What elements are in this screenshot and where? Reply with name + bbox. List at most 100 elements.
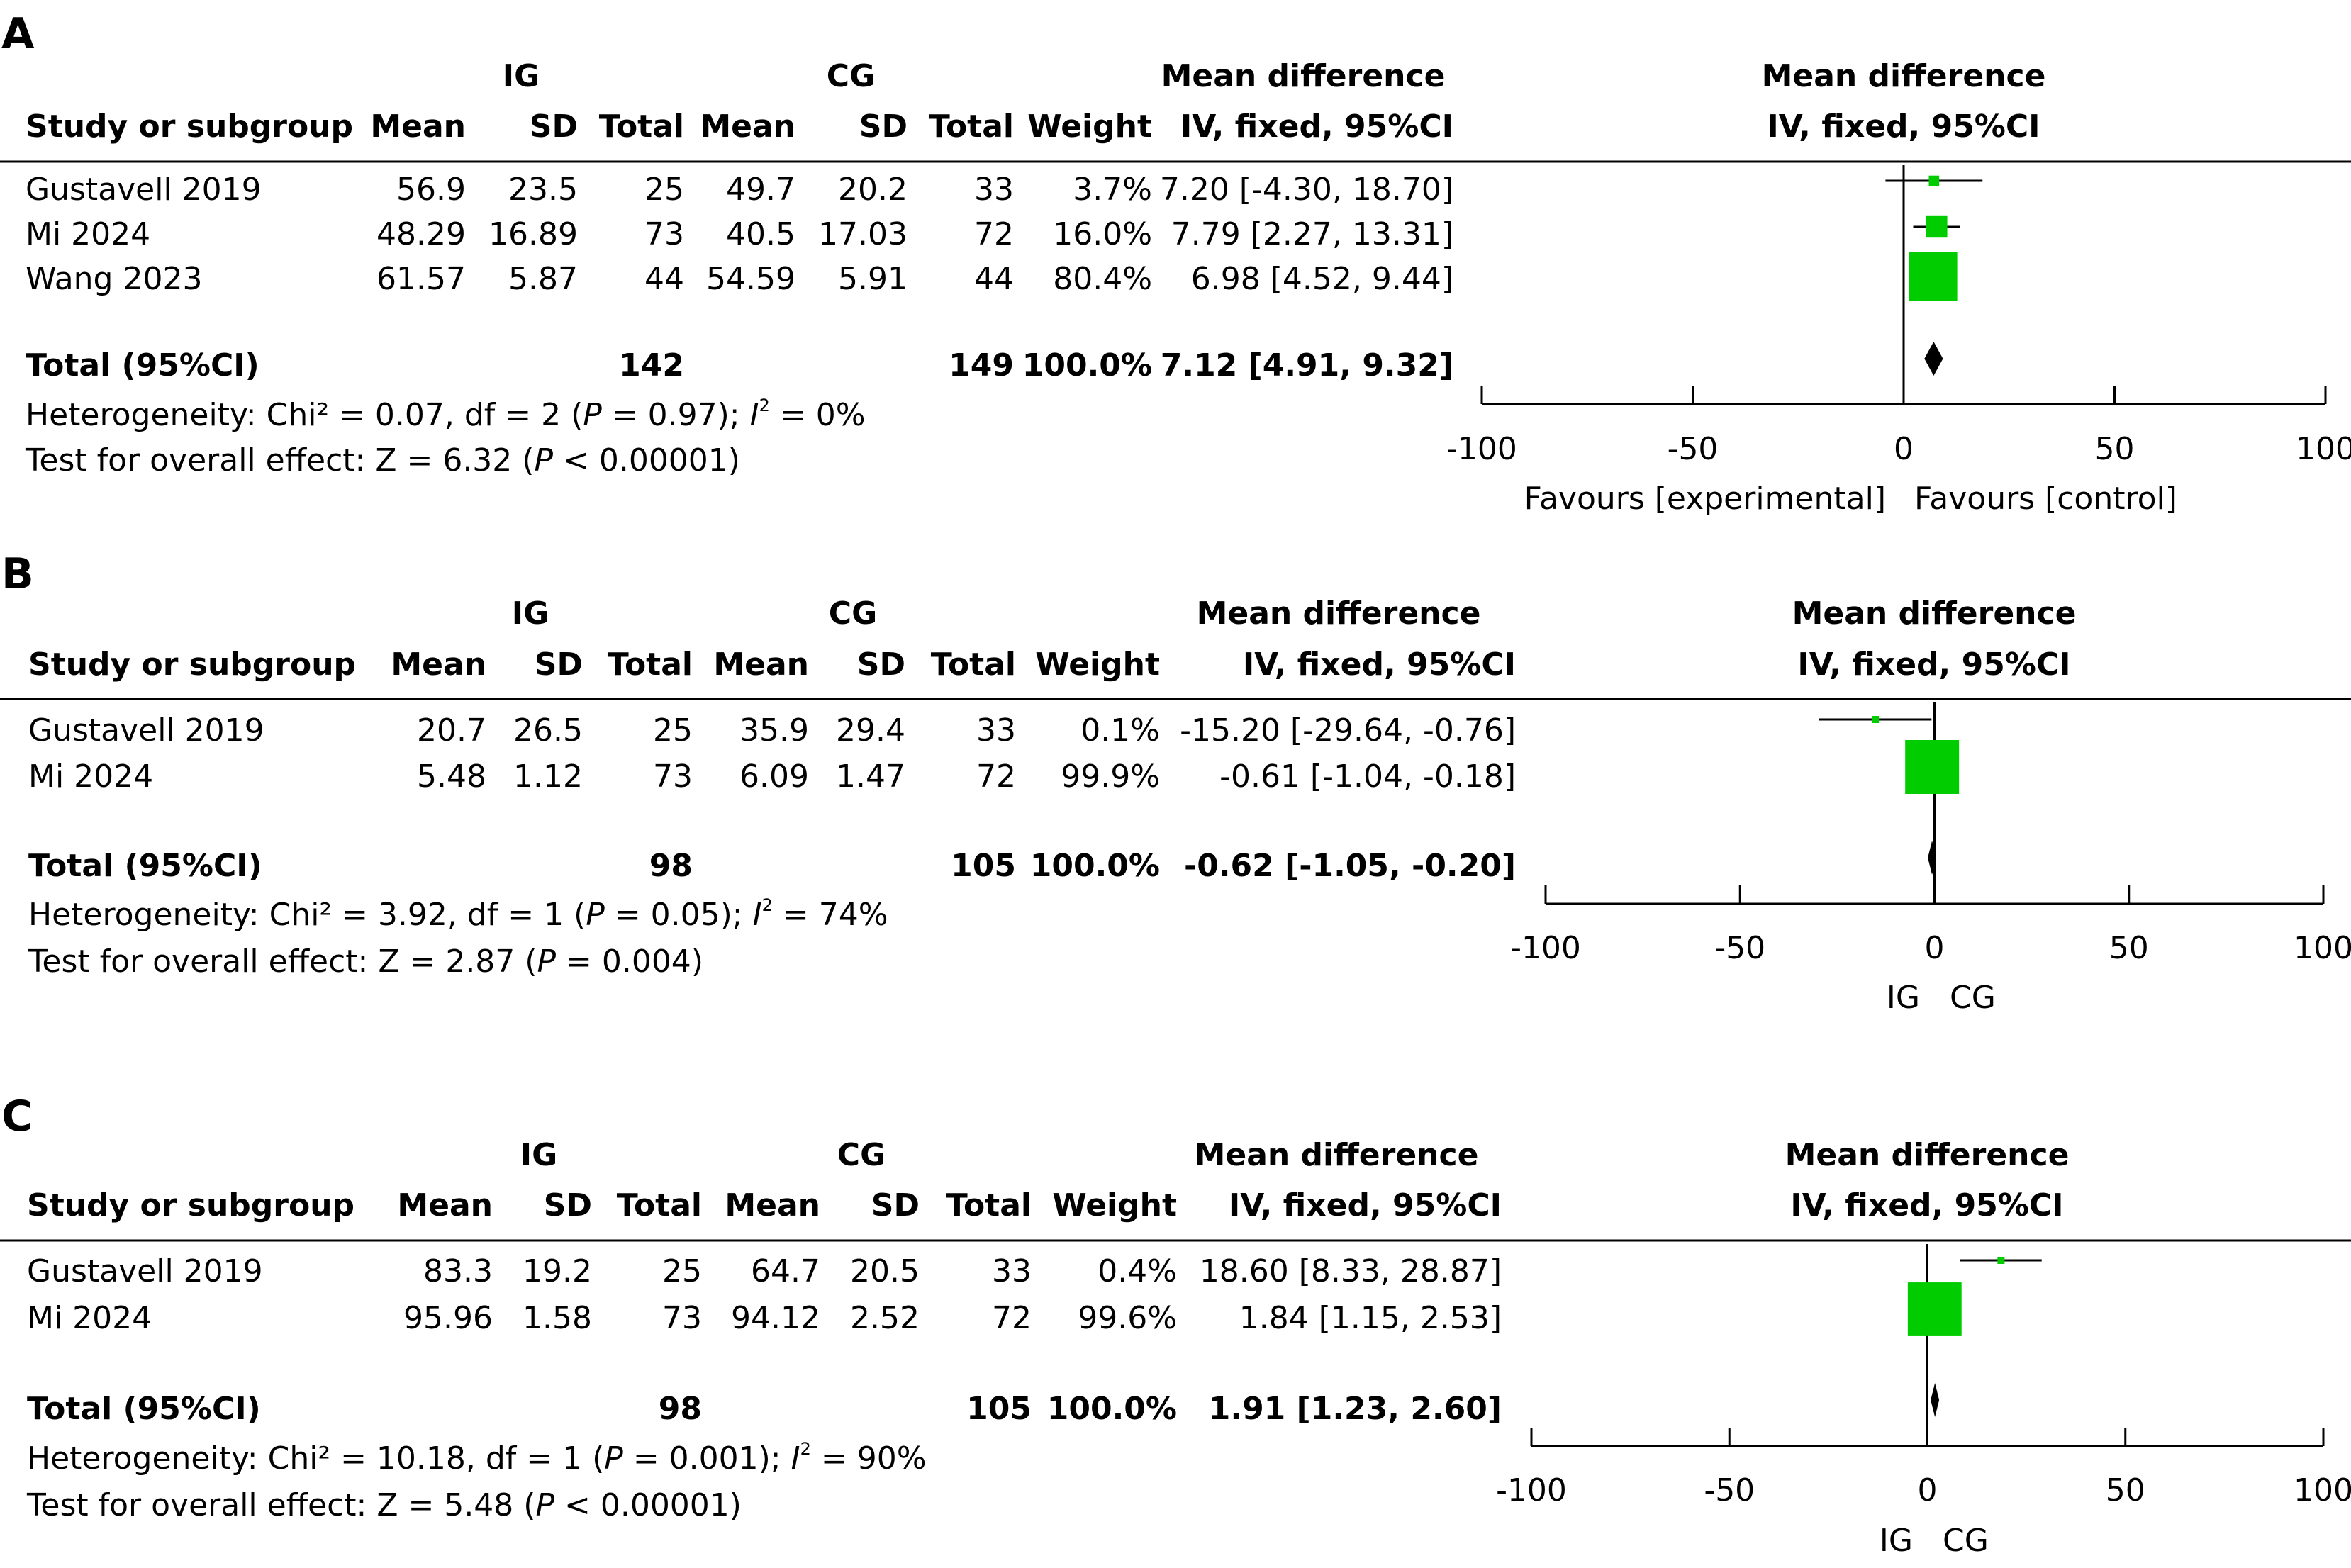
text-span: ); [717,397,750,433]
text-span: Test for overall effect: Z = [28,943,445,980]
study-weight: 0.1% [1080,712,1160,749]
study-weight: 3.7% [1073,172,1152,208]
study-name: Mi 2024 [27,1300,152,1336]
mean2-header: Mean [700,108,795,145]
study-name: Gustavell 2019 [28,712,264,749]
weight-header: Weight [1027,108,1152,145]
total-label: Total (95%CI) [28,848,262,884]
total-n1: 98 [659,1391,702,1427]
sd2-header: SD [859,108,908,145]
study-mean2: 6.09 [739,758,809,795]
study-name: Mi 2024 [26,216,150,252]
text-span: ) [728,442,740,478]
mean2-header: Mean [713,646,809,683]
pooled-diamond [1924,342,1943,376]
study-mean1: 83.3 [423,1253,493,1289]
total-n1: 98 [649,848,693,884]
study-total1: 44 [644,261,684,297]
study-sd1: 23.5 [508,172,578,208]
sd2-header: SD [871,1187,920,1223]
text-span: I [753,897,762,933]
study-ci: 6.98 [4.52, 9.44] [1191,261,1453,297]
study-sd2: 20.5 [850,1253,920,1289]
text-span: Heterogeneity: Chi² = [28,897,378,933]
study-weight-box [1907,1282,1962,1336]
total2-header: Total [929,108,1014,145]
study-name: Wang 2023 [26,261,202,297]
text-span: = [770,397,816,433]
total-weight: 100.0% [1030,848,1160,884]
df-value: 2 [541,397,561,433]
study-mean2: 49.7 [726,172,795,208]
heterogeneity-line: Heterogeneity: Chi² = 10.18, df = 1 (P =… [27,1439,927,1477]
study-mean2: 54.59 [706,261,795,297]
forest-panel-a: A IG CG Mean difference Mean difference Study… [0,9,2351,517]
total-weight: 100.0% [1047,1391,1177,1427]
heterogeneity-line: Heterogeneity: Chi² = 0.07, df = 2 (P = … [26,396,866,433]
heterogeneity-line: Heterogeneity: Chi² = 3.92, df = 1 (P = … [28,895,888,933]
study-header: Study or subgroup [28,646,356,683]
favours-right-label: Favours [control] [1914,481,2177,517]
study-weight-box [1872,716,1880,723]
study-total2: 72 [974,216,1014,252]
study-ci: -15.20 [-29.64, -0.76] [1180,712,1516,749]
study-mean1: 56.9 [396,172,466,208]
study-total2: 44 [974,261,1014,297]
study-name: Mi 2024 [28,758,153,795]
text-span: ( [561,397,583,433]
forest-panel-b: B IG CG Mean difference Mean difference Study… [0,549,2351,1016]
x-tick-label: 50 [2106,1472,2145,1508]
plot-md-header: Mean difference [1792,595,2077,632]
study-sd2: 20.2 [838,172,908,208]
total-ci: -0.62 [-1.05, -0.20] [1184,848,1516,884]
study-total1: 25 [662,1253,702,1289]
overall-effect-line: Test for overall effect: Z = 2.87 (P = 0… [28,943,703,980]
text-span: ) [691,943,703,980]
study-sd1: 5.87 [508,261,578,297]
study-mean1: 5.48 [417,758,486,795]
study-sd1: 19.2 [523,1253,592,1289]
study-weight-box [1909,252,1958,301]
total-n2: 149 [949,347,1014,383]
het-p-value: = 0.001 [623,1440,759,1477]
sd1-header: SD [544,1187,592,1223]
total-label: Total (95%CI) [26,347,259,383]
study-sd1: 26.5 [513,712,583,749]
md-header: Mean difference [1195,1137,1479,1173]
total-ci: 7.12 [4.91, 9.32] [1161,347,1453,383]
mean1-header: Mean [391,646,486,683]
text-span: , df = [466,1440,562,1477]
text-span: = [811,1440,857,1477]
sd2-header: SD [857,646,905,683]
text-span: ( [513,1487,535,1523]
study-sd1: 16.89 [488,216,578,252]
x-tick-label: 0 [1925,930,1945,966]
i2-value: 90% [857,1440,927,1477]
pooled-diamond [1931,1383,1940,1417]
text-span: , df = [447,897,544,933]
study-mean1: 20.7 [417,712,486,749]
text-span: I [791,1440,800,1477]
plot-ci-header: IV, fixed, 95%CI [1790,1187,2063,1223]
study-total2: 33 [974,172,1014,208]
study-weight: 0.4% [1098,1253,1177,1289]
text-span: ) [730,1487,742,1523]
overall-effect-line: Test for overall effect: Z = 5.48 (P < 0… [26,1487,742,1523]
group2-header: CG [827,58,875,94]
text-span: P [535,1487,554,1523]
text-span: , df = [445,397,541,433]
text-span: ( [512,442,534,478]
study-header: Study or subgroup [26,108,353,145]
x-tick-label: -100 [1496,1472,1567,1508]
mean2-header: Mean [725,1187,820,1223]
text-span: 2 [800,1439,811,1459]
study-total1: 25 [644,172,684,208]
favours-right-label: CG [1943,1523,1989,1559]
mean1-header: Mean [397,1187,493,1223]
text-span: 2 [759,396,770,415]
x-tick-label: -50 [1714,930,1765,966]
plot-md-header: Mean difference [1762,58,2046,94]
x-tick-label: 100 [2294,930,2351,966]
ci-header: IV, fixed, 95%CI [1243,646,1516,683]
